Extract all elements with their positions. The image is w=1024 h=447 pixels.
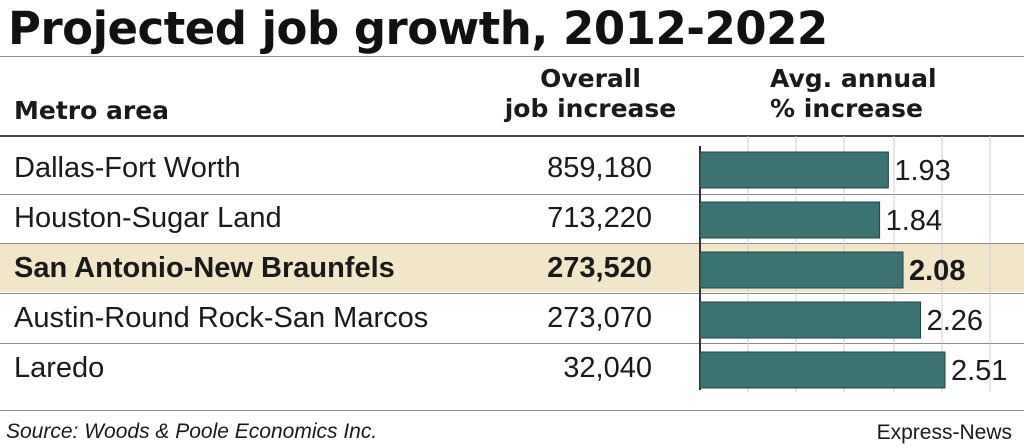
- metro-name: San Antonio-New Braunfels: [14, 252, 395, 284]
- header-annual-pct-line2: % increase: [770, 94, 923, 123]
- credit: Express-News: [876, 421, 1012, 444]
- header-job-increase-line2: job increase: [504, 94, 677, 123]
- bar: [699, 151, 889, 189]
- metro-name: Dallas-Fort Worth: [14, 152, 241, 184]
- header-annual-pct-line1: Avg. annual: [770, 64, 937, 93]
- table-row: Laredo 32,040: [0, 344, 1024, 392]
- footer-divider: [0, 410, 1024, 411]
- bar: [699, 351, 946, 389]
- job-increase-value: 859,180: [547, 152, 652, 184]
- metro-name: Austin-Round Rock-San Marcos: [14, 302, 429, 334]
- bar: [699, 301, 922, 339]
- title-divider: [0, 56, 1024, 57]
- header-divider: [0, 135, 1024, 137]
- metro-name: Laredo: [14, 352, 105, 384]
- table-row: Houston-Sugar Land 713,220: [0, 194, 1024, 242]
- job-increase-value: 713,220: [547, 202, 652, 234]
- job-increase-value: 273,520: [547, 252, 652, 284]
- bar-value-label: 2.51: [951, 355, 1007, 387]
- bar: [699, 201, 881, 239]
- row-divider: [0, 293, 1024, 294]
- row-divider: [0, 243, 1024, 244]
- bar-value-label: 1.93: [894, 155, 950, 187]
- header-metro-area: Metro area: [14, 96, 170, 125]
- bar: [699, 251, 904, 289]
- metro-name: Houston-Sugar Land: [14, 202, 282, 234]
- bar-value-label: 2.08: [909, 255, 965, 287]
- job-increase-value: 273,070: [547, 302, 652, 334]
- bar-value-label: 2.26: [927, 305, 983, 337]
- bar-value-label: 1.84: [886, 205, 942, 237]
- chart-title: Projected job growth, 2012-2022: [8, 2, 828, 55]
- source-note: Source: Woods & Poole Economics Inc.: [6, 420, 378, 443]
- header-job-increase: Overall job increase: [503, 64, 678, 124]
- row-divider: [0, 343, 1024, 344]
- header-annual-pct: Avg. annual % increase: [770, 64, 937, 124]
- job-increase-value: 32,040: [563, 352, 652, 384]
- header-job-increase-line1: Overall: [540, 64, 641, 93]
- table-row: Austin-Round Rock-San Marcos 273,070: [0, 294, 1024, 342]
- table-row: Dallas-Fort Worth 859,180: [0, 144, 1024, 192]
- row-divider: [0, 194, 1024, 195]
